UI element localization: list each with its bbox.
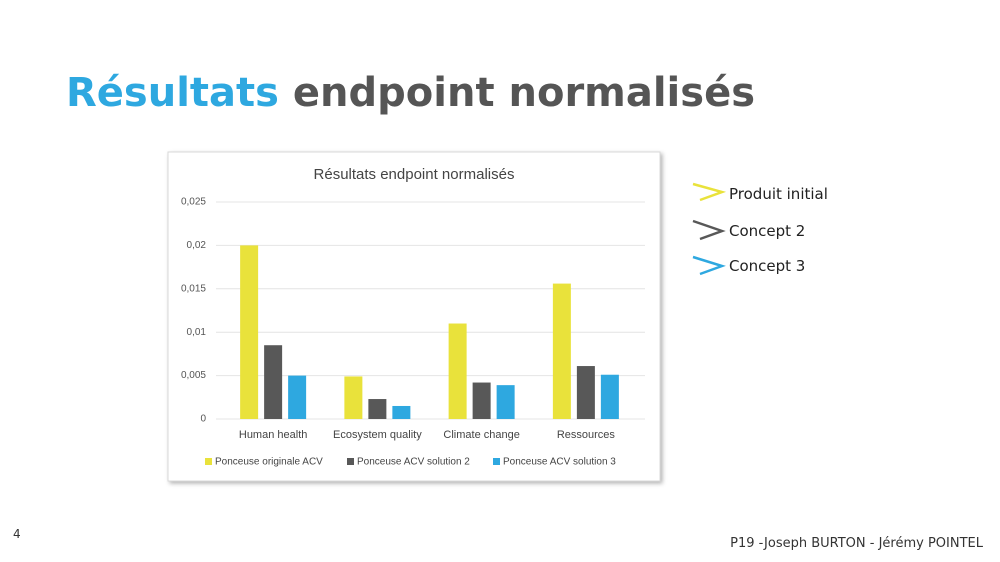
x-tick-label: Ecosystem quality (333, 429, 422, 441)
legend-label: Ponceuse ACV solution 3 (503, 457, 616, 468)
y-tick-label: 0,01 (187, 327, 207, 338)
y-tick-label: 0,02 (187, 240, 207, 251)
y-tick-label: 0,015 (181, 283, 206, 294)
y-tick-label: 0 (200, 414, 206, 425)
bar (264, 345, 283, 419)
x-tick-label: Climate change (443, 429, 519, 441)
bar (472, 382, 491, 419)
bar (552, 283, 571, 419)
bar (344, 376, 363, 419)
arrow (692, 219, 726, 241)
footer: P19 -Joseph BURTON - Jérémy POINTEL (730, 536, 983, 551)
legend-swatch (493, 458, 500, 465)
x-tick-label: Human health (239, 429, 308, 441)
title-highlight: Résultats (66, 70, 279, 116)
bar (368, 399, 387, 419)
legend-label: Ponceuse originale ACV (215, 457, 323, 468)
y-tick-label: 0,005 (181, 370, 206, 381)
bar (392, 405, 411, 419)
title-rest: endpoint normalisés (292, 70, 756, 116)
legend-swatch (205, 458, 212, 465)
arrow (692, 255, 726, 276)
legend-swatch (347, 458, 354, 465)
legend-item: Concept 3 (729, 257, 806, 275)
bar (288, 375, 307, 419)
arrow (692, 182, 727, 202)
y-tick-label: 0,025 (181, 197, 206, 208)
legend-item: Produit initial (729, 185, 828, 203)
slide-title: Résultats endpoint normalisés (66, 70, 755, 116)
chart-title: Résultats endpoint normalisés (314, 166, 515, 183)
x-tick-label: Ressources (557, 429, 616, 441)
page-number: 4 (13, 527, 21, 541)
legend-label: Ponceuse ACV solution 2 (357, 457, 470, 468)
legend-item: Concept 2 (729, 222, 806, 240)
bar (576, 366, 595, 419)
bar (600, 374, 619, 419)
bar (448, 323, 467, 419)
bar (496, 385, 515, 419)
bar (240, 245, 259, 419)
